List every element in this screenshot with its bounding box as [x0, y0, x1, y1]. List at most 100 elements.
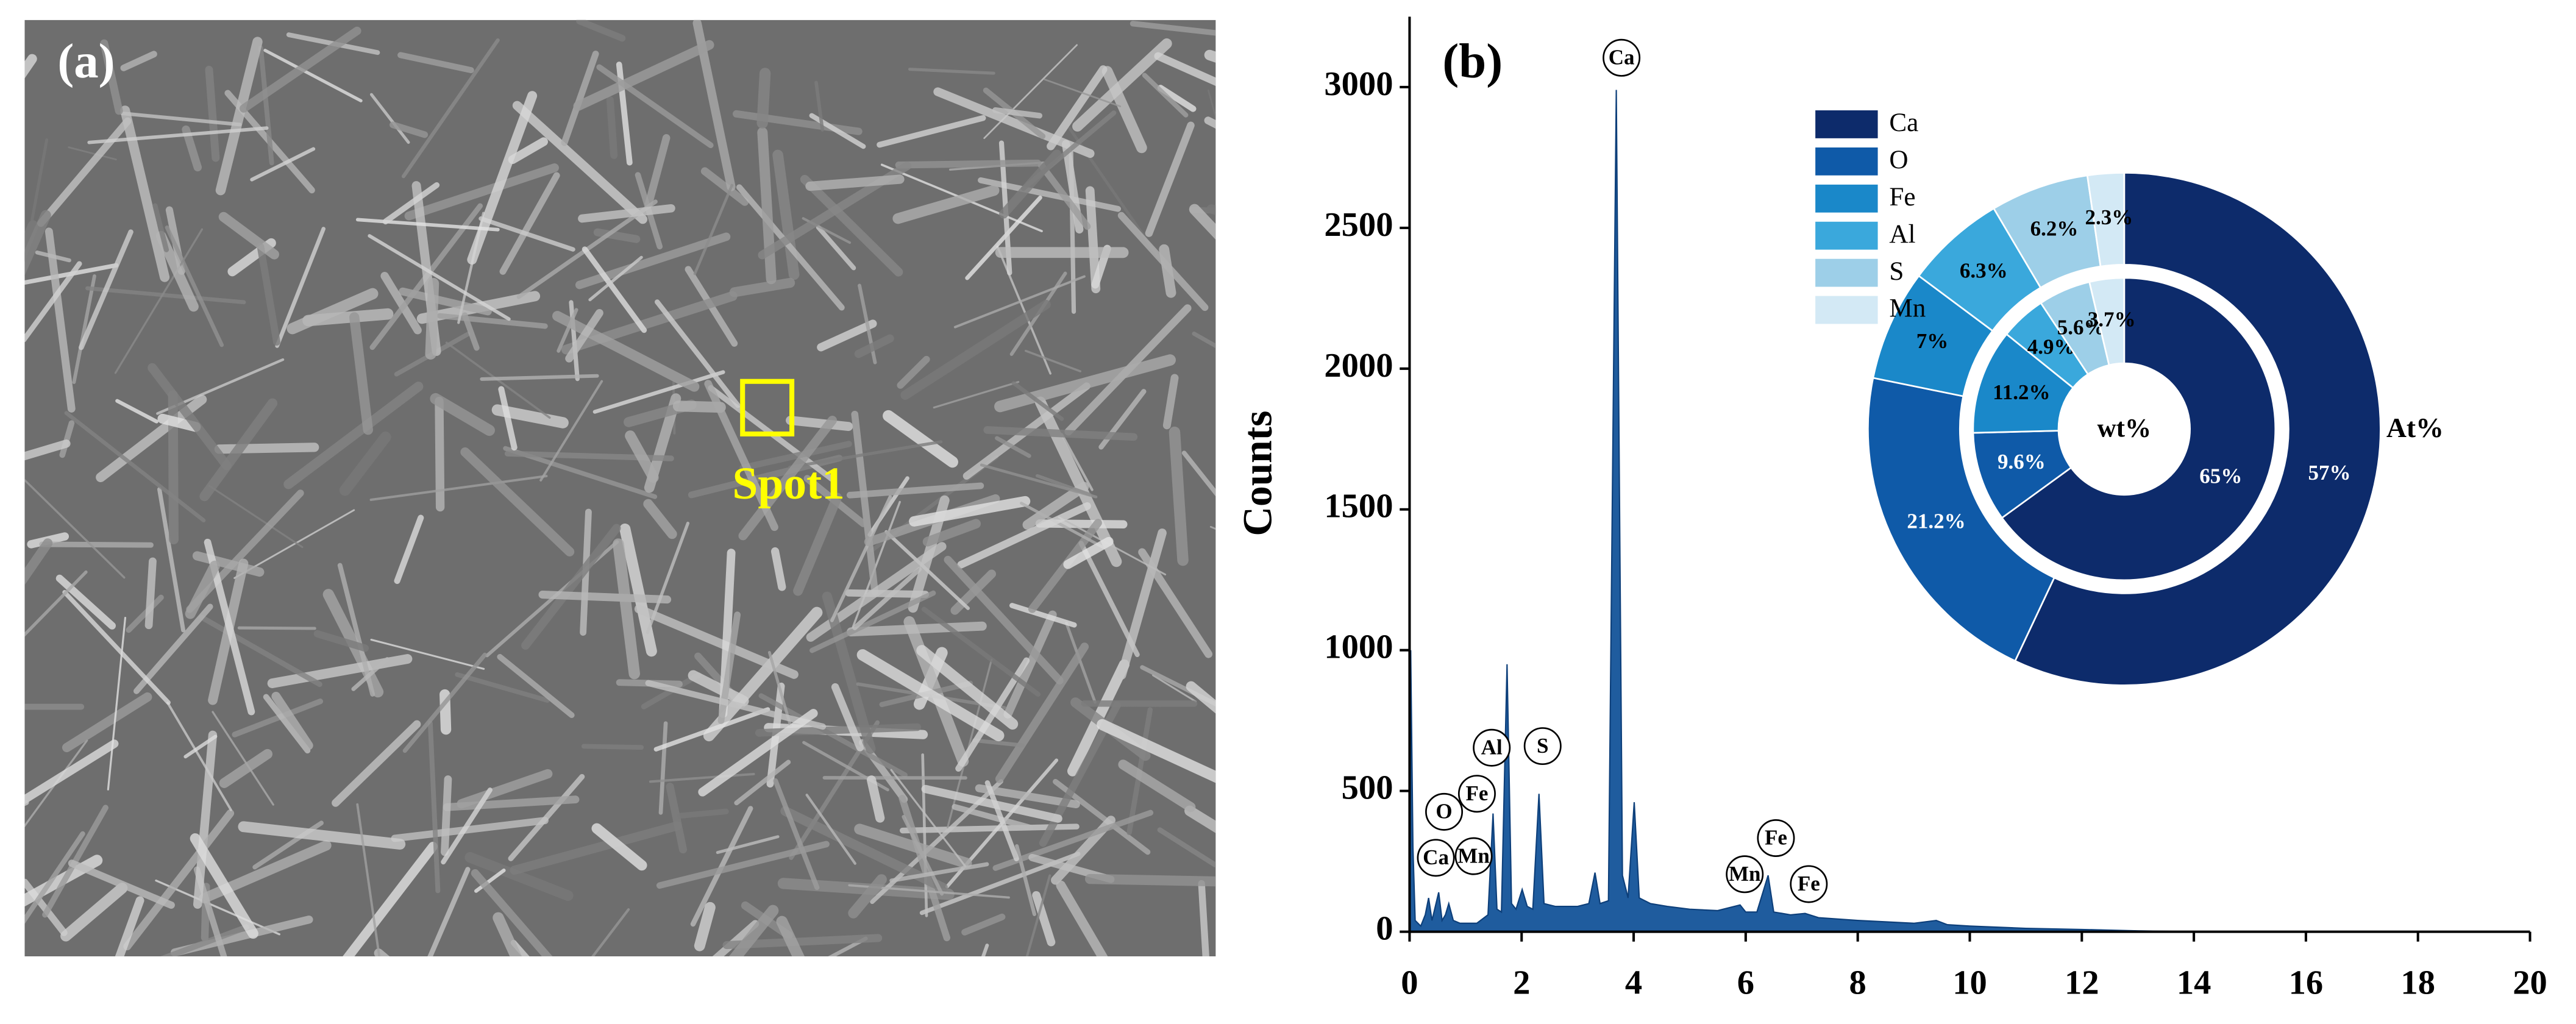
sem-texture [756, 68, 771, 129]
sem-texture [1060, 433, 1094, 491]
sem-texture [356, 803, 381, 957]
sem-texture [944, 555, 1064, 684]
sem-texture [1101, 66, 1147, 154]
sem-texture [24, 570, 88, 637]
sem-texture [552, 311, 700, 392]
sem-texture [1142, 73, 1189, 118]
peak-label-circle [1454, 837, 1493, 875]
sem-texture [933, 87, 1095, 158]
y-axis-label: Counts [1234, 411, 1280, 536]
sem-texture [1117, 528, 1167, 680]
sem-texture [805, 174, 905, 191]
y-tick-label: 3000 [1324, 65, 1393, 103]
sem-texture [239, 26, 361, 113]
peak-label-circle [1473, 728, 1511, 767]
sem-texture [190, 833, 258, 939]
sem-texture [1011, 381, 1064, 421]
sem-texture [123, 809, 235, 951]
sem-texture [166, 702, 232, 811]
sem-texture [24, 138, 49, 260]
sem-texture [895, 159, 1042, 169]
sem-texture [1157, 827, 1216, 867]
sem-texture [984, 780, 1019, 862]
x-tick-label: 6 [1737, 964, 1754, 1002]
x-tick-label: 18 [2400, 964, 2435, 1002]
ring-label: wt% [2097, 414, 2152, 443]
sem-texture [591, 823, 647, 871]
sem-texture [1154, 52, 1216, 87]
ring-label: At% [2386, 412, 2444, 443]
sem-texture [1084, 873, 1216, 887]
sem-texture [900, 299, 1051, 400]
sem-texture [644, 133, 671, 208]
y-tick-label: 1000 [1324, 628, 1393, 666]
sem-texture [1034, 396, 1122, 567]
sem-texture [606, 96, 618, 159]
sem-texture [634, 604, 799, 679]
sem-texture [739, 441, 852, 471]
sem-texture [793, 492, 842, 596]
sem-texture [250, 147, 316, 182]
donut-value-label: 2.3% [2085, 205, 2133, 229]
sem-texture [144, 557, 157, 630]
sem-texture [441, 775, 452, 856]
sem-texture [776, 916, 805, 957]
legend-label: S [1889, 257, 1904, 286]
sem-image [24, 20, 1216, 957]
sem-texture [921, 606, 1041, 697]
donut-slice [2014, 172, 2382, 686]
sem-texture [995, 436, 1031, 458]
sem-texture [24, 479, 126, 579]
sem-texture [1204, 116, 1216, 129]
sem-texture [892, 185, 1000, 224]
sem-texture [208, 485, 304, 549]
sem-texture [380, 272, 422, 335]
sem-texture [87, 126, 269, 144]
sem-texture [85, 286, 246, 305]
sem-texture [593, 228, 641, 243]
sem-texture [800, 174, 903, 277]
sem-texture [148, 363, 232, 471]
sem-texture [588, 255, 643, 302]
sem-texture [729, 277, 795, 297]
sem-texture [107, 617, 127, 791]
peak-label: O [1436, 800, 1452, 823]
spot-box [740, 379, 795, 437]
y-tick-label: 2000 [1324, 347, 1393, 385]
sem-texture [890, 769, 967, 867]
sem-texture [732, 110, 863, 135]
sem-texture [877, 115, 986, 148]
sem-texture [897, 355, 930, 389]
sem-texture [126, 594, 164, 633]
x-tick-label: 20 [2513, 964, 2547, 1002]
sem-texture [538, 591, 672, 604]
sem-texture [847, 621, 987, 637]
peak-label-circle [1603, 38, 1641, 77]
x-tick-label: 10 [1952, 964, 1987, 1002]
sem-texture [613, 538, 640, 680]
sem-texture [736, 184, 845, 311]
sem-texture [24, 220, 39, 261]
sem-texture [430, 393, 495, 436]
sem-texture [1078, 541, 1140, 658]
peak-label: Fe [1765, 826, 1787, 850]
sem-texture [1189, 207, 1216, 214]
sem-texture [854, 334, 894, 358]
x-tick-label: 4 [1625, 964, 1642, 1002]
sem-texture [286, 288, 379, 335]
sem-texture [1162, 374, 1179, 430]
peak-label: Mn [1729, 862, 1761, 886]
sem-texture [313, 630, 369, 652]
sem-texture [1069, 149, 1076, 314]
sem-texture [643, 499, 677, 539]
sem-texture [185, 560, 220, 619]
sem-texture [508, 773, 585, 861]
sem-texture [1003, 610, 1057, 719]
peak-label: Fe [1798, 872, 1820, 895]
spot-label: Spot1 [732, 458, 845, 509]
sem-texture [115, 896, 144, 957]
sem-texture [157, 413, 201, 432]
sem-texture [401, 38, 500, 179]
sem-texture [493, 912, 522, 957]
